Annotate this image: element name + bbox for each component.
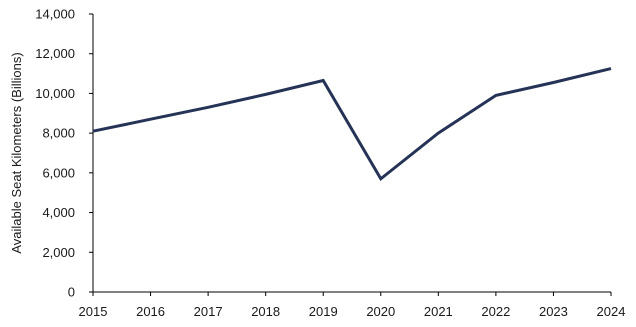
x-tick-label: 2022 bbox=[481, 304, 510, 319]
y-tick-label: 14,000 bbox=[35, 7, 75, 22]
x-tick-label: 2021 bbox=[424, 304, 453, 319]
y-tick-label: 0 bbox=[68, 285, 75, 300]
x-axis-ticks: 2015 2016 2017 2018 2019 2020 2021 2022 2023 2024 bbox=[79, 292, 626, 319]
x-tick-label: 2015 bbox=[79, 304, 108, 319]
y-tick-label: 2,000 bbox=[42, 245, 75, 260]
x-tick-label: 2016 bbox=[136, 304, 165, 319]
y-axis-ticks: 0 2,000 4,000 6,000 8,000 10,000 12,000 14,000 bbox=[35, 7, 93, 300]
y-tick-label: 6,000 bbox=[42, 165, 75, 180]
y-tick-label: 4,000 bbox=[42, 205, 75, 220]
x-tick-label: 2017 bbox=[194, 304, 223, 319]
x-tick-label: 2024 bbox=[597, 304, 626, 319]
x-tick-label: 2019 bbox=[309, 304, 338, 319]
series-line bbox=[92, 67, 612, 182]
x-tick-label: 2018 bbox=[251, 304, 280, 319]
x-tick-label: 2023 bbox=[539, 304, 568, 319]
x-tick-label: 2020 bbox=[366, 304, 395, 319]
y-tick-label: 8,000 bbox=[42, 126, 75, 141]
y-axis-label: Available Seat Kilometers (Billions) bbox=[9, 52, 24, 253]
y-tick-label: 12,000 bbox=[35, 46, 75, 61]
y-tick-label: 10,000 bbox=[35, 86, 75, 101]
